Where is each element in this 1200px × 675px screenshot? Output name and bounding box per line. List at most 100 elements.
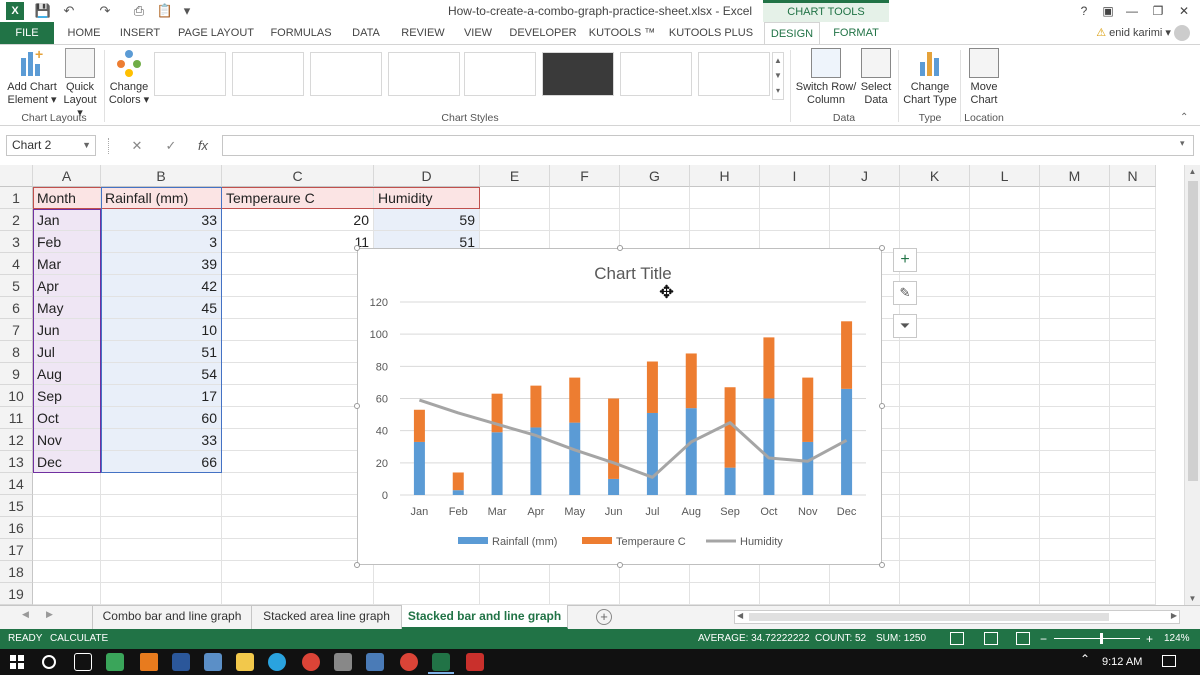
restore-button[interactable]: ❐ — [1152, 4, 1164, 18]
cell[interactable] — [830, 187, 900, 209]
cell[interactable] — [1040, 275, 1110, 297]
rainfall-cell[interactable]: 17 — [101, 385, 222, 407]
vertical-scrollbar[interactable]: ▲ ▼ — [1184, 165, 1200, 605]
cell[interactable] — [830, 583, 900, 605]
cell[interactable] — [33, 539, 101, 561]
row-header-4[interactable]: 4 — [0, 253, 33, 275]
chart-area[interactable]: Chart Title 0 20 40 60 80 100 120 Jan Feb Mar Apr Ma… — [357, 248, 882, 565]
select-all-corner[interactable] — [0, 165, 33, 187]
rainfall-cell[interactable]: 51 — [101, 341, 222, 363]
redo-icon[interactable]: ↷ — [99, 3, 111, 18]
cell[interactable] — [1110, 561, 1156, 583]
cell[interactable] — [760, 209, 830, 231]
cell[interactable] — [480, 583, 550, 605]
undo-icon[interactable]: ↶ — [63, 3, 75, 18]
row-header-17[interactable]: 17 — [0, 539, 33, 561]
cell[interactable] — [1110, 231, 1156, 253]
header-cell[interactable]: Humidity — [374, 187, 480, 209]
tab-design[interactable]: DESIGN — [764, 22, 820, 44]
cell[interactable] — [900, 385, 970, 407]
cell[interactable] — [1040, 319, 1110, 341]
zoom-slider[interactable] — [1054, 638, 1140, 639]
tab-insert[interactable]: INSERT — [119, 27, 161, 39]
cell[interactable] — [101, 539, 222, 561]
page-break-view-icon[interactable] — [1016, 632, 1030, 645]
resize-handle[interactable] — [879, 403, 885, 409]
cell[interactable] — [1110, 517, 1156, 539]
row-header-1[interactable]: 1 — [0, 187, 33, 209]
print-preview-icon[interactable]: ⎙ — [133, 3, 145, 18]
cell[interactable] — [970, 539, 1040, 561]
tab-data[interactable]: DATA — [352, 27, 380, 39]
cell[interactable] — [550, 209, 620, 231]
cell[interactable] — [970, 495, 1040, 517]
cell[interactable] — [900, 495, 970, 517]
windows-start-icon[interactable] — [10, 655, 24, 669]
cell[interactable] — [222, 561, 374, 583]
cell[interactable] — [900, 187, 970, 209]
telegram-icon[interactable] — [268, 653, 286, 671]
sheet-tab-combo[interactable]: Combo bar and line graph — [92, 605, 252, 629]
cell[interactable] — [222, 517, 374, 539]
cell[interactable] — [900, 319, 970, 341]
cell[interactable] — [690, 187, 760, 209]
rainfall-cell[interactable]: 33 — [101, 429, 222, 451]
row-header-10[interactable]: 10 — [0, 385, 33, 407]
cell[interactable] — [33, 473, 101, 495]
column-header-c[interactable]: C — [222, 165, 374, 187]
tray-chevron-up-icon[interactable]: ⌃ — [1080, 652, 1091, 666]
cell[interactable] — [760, 561, 830, 583]
tab-formulas[interactable]: FORMULAS — [270, 27, 332, 39]
sheet-tab-stacked-area[interactable]: Stacked area line graph — [252, 605, 402, 629]
cell[interactable] — [900, 539, 970, 561]
column-header-a[interactable]: A — [33, 165, 101, 187]
row-header-14[interactable]: 14 — [0, 473, 33, 495]
column-header-e[interactable]: E — [480, 165, 550, 187]
header-cell[interactable]: Rainfall (mm) — [101, 187, 222, 209]
column-header-n[interactable]: N — [1110, 165, 1156, 187]
tab-scroll-left-icon[interactable]: ◀ — [22, 609, 29, 619]
cell[interactable] — [970, 341, 1040, 363]
chart-styles-brush-icon[interactable]: ✎ — [893, 281, 917, 305]
cell[interactable] — [1110, 539, 1156, 561]
word-icon[interactable] — [172, 653, 190, 671]
tab-scroll-right-icon[interactable]: ▶ — [46, 609, 53, 619]
cell[interactable] — [550, 187, 620, 209]
rainfall-cell[interactable]: 39 — [101, 253, 222, 275]
cell[interactable] — [1040, 429, 1110, 451]
row-header-11[interactable]: 11 — [0, 407, 33, 429]
row-header-9[interactable]: 9 — [0, 363, 33, 385]
taskbar-app-icon[interactable] — [334, 653, 352, 671]
cell[interactable] — [970, 385, 1040, 407]
cell[interactable] — [900, 253, 970, 275]
cell[interactable] — [1110, 429, 1156, 451]
cell[interactable] — [101, 517, 222, 539]
chart-style-5[interactable] — [464, 52, 536, 96]
month-cell[interactable]: Jul — [33, 341, 101, 363]
tab-kutools-plus[interactable]: KUTOOLS PLUS — [668, 27, 754, 39]
cell[interactable] — [1040, 363, 1110, 385]
chart-elements-button[interactable]: + — [893, 248, 917, 272]
cell[interactable] — [33, 495, 101, 517]
cell[interactable] — [1040, 473, 1110, 495]
horizontal-scrollbar[interactable]: ◀ ▶ — [734, 610, 1180, 624]
page-layout-view-icon[interactable] — [984, 632, 998, 645]
cell[interactable] — [970, 363, 1040, 385]
cell[interactable] — [1110, 407, 1156, 429]
cell[interactable] — [1110, 187, 1156, 209]
cell[interactable] — [1040, 231, 1110, 253]
tab-format[interactable]: FORMAT — [833, 27, 879, 39]
chart-style-4[interactable] — [388, 52, 460, 96]
status-calculate[interactable]: CALCULATE — [50, 633, 109, 644]
resize-handle[interactable] — [617, 562, 623, 568]
month-cell[interactable]: Apr — [33, 275, 101, 297]
temperature-cell[interactable] — [222, 253, 374, 275]
zoom-out-icon[interactable]: − — [1040, 632, 1048, 646]
header-cell[interactable]: Month — [33, 187, 101, 209]
cell[interactable] — [900, 275, 970, 297]
tab-view[interactable]: VIEW — [463, 27, 493, 39]
cell[interactable] — [101, 495, 222, 517]
save-icon[interactable]: 💾 — [34, 3, 52, 18]
cell[interactable] — [970, 429, 1040, 451]
temperature-cell[interactable] — [222, 407, 374, 429]
